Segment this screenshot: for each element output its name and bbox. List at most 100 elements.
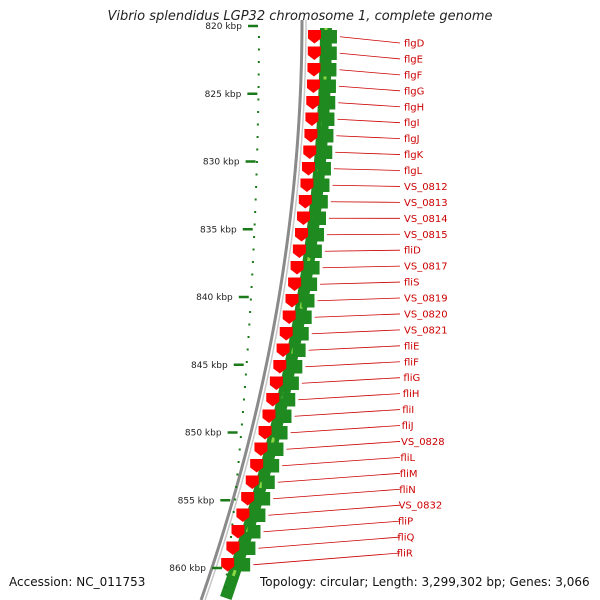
scale-dot — [257, 48, 260, 51]
gene-connector — [327, 233, 401, 236]
gene-label: flgH — [404, 102, 424, 113]
gene-label: VS_0814 — [404, 214, 448, 225]
gene-gc-block — [314, 195, 328, 209]
gene-arrow — [262, 409, 276, 423]
scale-dot — [257, 86, 260, 88]
gene-arrow — [288, 277, 302, 291]
gene-label: flgJ — [404, 134, 420, 145]
gene-label: fliG — [403, 373, 420, 384]
gene-gc-block — [282, 393, 296, 407]
gene-connector — [338, 85, 401, 92]
gene-label: flgK — [404, 150, 424, 161]
scale-label: 825 kbp — [205, 90, 242, 100]
scale-label: 860 kbp — [169, 564, 206, 574]
scale-dot — [256, 123, 259, 126]
scale-dot — [248, 323, 251, 326]
gene-gc-block — [289, 360, 303, 374]
gene-connector — [335, 151, 401, 155]
gene-label: fliD — [404, 246, 421, 257]
scale-dot — [256, 136, 259, 138]
map-title: Vibrio splendidus LGP32 chromosome 1, co… — [107, 9, 493, 24]
gene-gc-block — [257, 492, 271, 506]
gene-gc-block — [323, 46, 337, 60]
scale-dot — [246, 348, 249, 351]
gene-gc-block — [270, 442, 284, 456]
gene-connector — [333, 168, 401, 171]
scale-dot — [247, 336, 250, 338]
gene-connector — [298, 393, 401, 401]
scale-dot — [252, 248, 255, 251]
scale-dot — [237, 461, 240, 463]
gene-connector — [322, 265, 401, 269]
scale-dot — [225, 573, 228, 576]
gene-connector — [290, 425, 401, 434]
scale-dot — [242, 398, 245, 401]
gene-gc-block — [301, 294, 315, 308]
gene-label: VS_0815 — [404, 230, 448, 241]
gene-arrow — [305, 112, 319, 126]
gene-gc-block — [312, 211, 326, 225]
gene-connector — [338, 102, 401, 108]
gene-gc-block — [323, 30, 337, 44]
scale-dot — [230, 536, 233, 538]
scale-dot — [233, 498, 236, 501]
scale-dot — [257, 111, 260, 113]
gene-arrow — [290, 261, 304, 275]
gene-connector — [268, 504, 401, 516]
gene-connector — [277, 472, 401, 483]
gene-gc-block — [320, 129, 334, 143]
scale-label: 855 kbp — [178, 496, 215, 506]
gene-connector — [301, 377, 401, 384]
gene-connector — [332, 184, 401, 187]
gene-connector — [286, 441, 401, 450]
gene-connector — [320, 281, 401, 285]
gene-arrow — [296, 211, 310, 225]
gene-arrow — [273, 360, 287, 374]
gene-arrow — [303, 145, 317, 159]
scale-dot — [224, 586, 227, 588]
scale-label: 835 kbp — [200, 225, 237, 235]
gene-arrow — [298, 195, 312, 209]
gene-gc-block — [311, 228, 325, 242]
gene-label: flgI — [404, 118, 420, 129]
gene-gc-block — [321, 112, 335, 126]
gene-arrow — [304, 129, 318, 143]
scale-dot — [249, 311, 252, 313]
scale-dot — [257, 36, 260, 38]
gene-arrow — [306, 96, 320, 110]
scale-label: 845 kbp — [191, 361, 228, 371]
gene-gc-block — [298, 310, 312, 324]
gene-label: flgE — [404, 54, 423, 65]
gene-arrow — [307, 46, 321, 60]
gene-label: VS_0821 — [404, 325, 448, 336]
gene-label: VS_0812 — [404, 182, 448, 193]
gene-arrow — [236, 508, 250, 522]
gene-gc-block — [322, 79, 336, 93]
gene-gc-block — [242, 541, 256, 555]
scale-dot — [243, 386, 246, 388]
gene-label: flgD — [404, 39, 425, 50]
gene-gc-block — [317, 162, 331, 176]
scale-dot — [241, 411, 244, 413]
gene-connector — [330, 201, 401, 203]
gene-gc-block — [278, 409, 292, 423]
scale-dot — [249, 298, 252, 301]
gene-gc-block — [295, 327, 309, 341]
gene-label: fliR — [397, 549, 413, 560]
gene-arrow — [307, 63, 321, 77]
gene-arrow — [269, 376, 283, 390]
gene-connector — [311, 329, 401, 335]
scale-dot — [251, 261, 254, 263]
gene-label: fliI — [402, 405, 414, 416]
gene-gc-block — [274, 426, 288, 440]
gene-gc-block — [304, 277, 318, 291]
gene-gc-block — [316, 178, 330, 192]
scale-label: 850 kbp — [185, 429, 222, 439]
gene-label: fliP — [398, 517, 413, 528]
gene-arrow — [307, 30, 321, 44]
gene-connector — [263, 520, 401, 533]
gene-arrow — [282, 310, 296, 324]
gene-label: VS_0819 — [404, 294, 448, 305]
